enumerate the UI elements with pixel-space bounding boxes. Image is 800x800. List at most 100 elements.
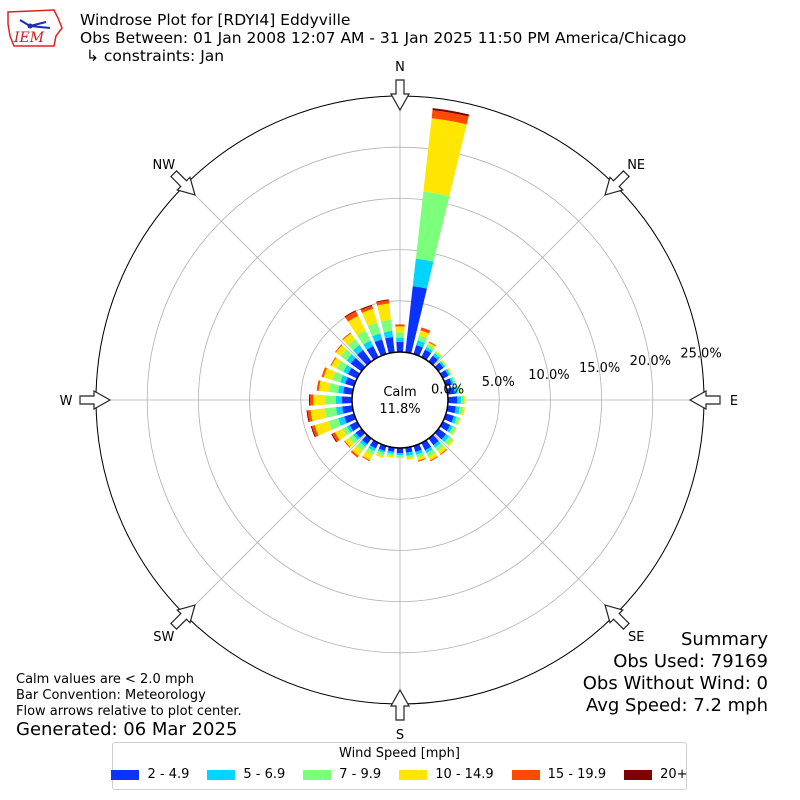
windrose-bar-segment [347, 315, 366, 336]
windrose-bar-segment [347, 339, 360, 351]
windrose-bar-segment [427, 342, 436, 349]
windrose-bar-segment [445, 368, 451, 376]
windrose-bar-segment [306, 410, 310, 423]
legend-entry: 5 - 6.9 [207, 767, 285, 782]
flow-arrows-note: Flow arrows relative to plot center. [16, 704, 242, 719]
windrose-bar-segment [313, 394, 326, 406]
windrose-bar-segment [421, 349, 432, 361]
windrose-bar-segment [350, 357, 366, 372]
legend-entry: 2 - 4.9 [111, 767, 189, 782]
windrose-bar-segment [360, 304, 373, 311]
windrose-bar-segment [321, 367, 327, 378]
windrose-bar-segment [447, 396, 458, 404]
windrose-bar-segment [423, 118, 467, 197]
windrose-bar-segment [336, 406, 344, 416]
flow-arrow-icon [170, 170, 196, 196]
iowa-map-icon: IEM [7, 9, 63, 47]
windrose-bar-segment [335, 345, 347, 357]
windrose-bar-segment [456, 385, 460, 394]
legend-swatch [111, 769, 140, 780]
windrose-bar-segment [334, 428, 347, 441]
windrose-bar-segment [310, 394, 314, 406]
radial-tick-label: 20.0% [630, 354, 671, 369]
windrose-bar-segment [308, 394, 311, 406]
windrose-bar-segment [363, 340, 374, 350]
flow-arrow-icon [688, 389, 721, 411]
windrose-bar-segment [451, 427, 457, 436]
windrose-bar-segment [345, 377, 357, 387]
legend-swatch [303, 769, 332, 780]
windrose-bar-segment [356, 442, 366, 451]
windrose-bar-segment [331, 433, 337, 443]
direction-label: SW [153, 630, 174, 645]
windrose-bar-segment [451, 376, 456, 385]
windrose-bar-segment [395, 332, 405, 338]
windrose-bar-segment [344, 413, 357, 424]
windrose-bar-segment [344, 440, 351, 448]
windrose-bar-segment [429, 456, 438, 462]
legend-label: 7 - 9.9 [339, 767, 382, 782]
radial-tick-label: 25.0% [680, 347, 721, 362]
flow-arrow-icon [604, 604, 630, 630]
direction-label: S [396, 728, 404, 743]
windrose-bar-segment [428, 452, 438, 461]
windrose-bar-segment [342, 405, 354, 414]
windrose-bar-segment [446, 405, 456, 414]
legend-entry: 7 - 9.9 [303, 767, 381, 782]
legend-label: 5 - 6.9 [243, 767, 286, 782]
generated-date: Generated: 06 Mar 2025 [16, 719, 238, 740]
legend-entry: 10 - 14.9 [399, 767, 494, 782]
windrose-bar-segment [376, 450, 385, 456]
bar-convention-note: Bar Convention: Meteorology [16, 688, 206, 703]
windrose-bar-segment [464, 395, 466, 405]
windrose-bar-segment [441, 359, 447, 367]
page-title: Windrose Plot for [RDYI4] Eddyville [80, 11, 351, 29]
windrose-bar-segment [395, 324, 405, 327]
windrose-bar-segment [361, 308, 378, 326]
radial-tick-label: 10.0% [528, 368, 569, 383]
flow-arrow-icon [604, 170, 630, 196]
windrose-bar-segment [310, 425, 316, 438]
windrose-bar-segment [415, 449, 423, 455]
windrose-bar-segment [439, 361, 446, 368]
windrose-bar-segment [366, 447, 375, 455]
windrose-bar-segment [439, 421, 451, 432]
windrose-bar-segment [343, 386, 354, 395]
windrose-bar-segment [432, 108, 470, 117]
windrose-bar-segment [347, 367, 361, 379]
windrose-bar-segment [372, 333, 383, 342]
windrose-bar-segment [316, 380, 321, 391]
windrose-bar-segment [446, 387, 455, 395]
windrose-bar-segment [334, 344, 343, 353]
windrose-bar-segment [377, 448, 386, 453]
legend-swatch [511, 769, 540, 780]
windrose-bar-segment [440, 360, 447, 367]
windrose-bar-segment [428, 341, 437, 347]
windrose-bar-segment [362, 456, 371, 462]
windrose-bar-segment [324, 407, 338, 418]
windrose-bar-segment [405, 451, 414, 456]
windrose-bar-segment [449, 377, 454, 385]
legend-entry: 15 - 19.9 [511, 767, 606, 782]
legend-swatch [624, 769, 653, 780]
windrose-bar-segment [395, 326, 405, 333]
windrose-bar-segment [328, 418, 342, 430]
windrose-bar-segment [396, 337, 404, 342]
direction-label: NE [627, 158, 645, 173]
windrose-bar-segment [332, 432, 340, 442]
windrose-bar-segment [412, 258, 434, 289]
windrose-bar-segment [447, 367, 453, 375]
windrose-bar-segment [330, 357, 337, 366]
legend-label: 2 - 4.9 [147, 767, 190, 782]
radial-tick-label: 5.0% [482, 375, 515, 390]
calm-note: Calm values are < 2.0 mph [16, 672, 195, 687]
windrose-bar-segment [444, 436, 453, 446]
legend-label: 20+ [660, 767, 688, 782]
windrose-bar-segment [417, 458, 426, 462]
windrose-bar-segment [386, 454, 394, 458]
legend-swatch [399, 769, 428, 780]
summary-avg-speed: Avg Speed: 7.2 mph [586, 695, 768, 716]
windrose-bar-segment [461, 395, 465, 405]
windrose-bar-segment [396, 457, 404, 459]
